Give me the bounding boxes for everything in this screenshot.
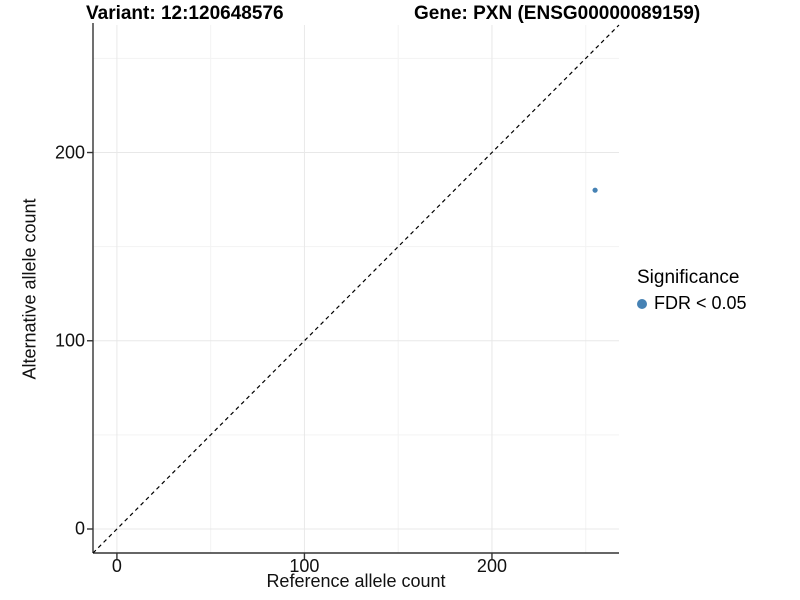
gene-title: Gene: PXN (ENSG00000089159) [414, 3, 701, 24]
variant-title: Variant: 12:120648576 [86, 3, 284, 24]
y-axis-title: Alternative allele count [19, 198, 40, 380]
legend-key-dot-icon [637, 298, 647, 309]
data-point [592, 187, 598, 193]
y-tick-label: 0 [74, 518, 85, 539]
y-tick-label: 100 [54, 330, 85, 351]
x-axis-title: Reference allele count [266, 571, 446, 591]
legend-item: FDR < 0.05 [637, 293, 747, 314]
x-tick-label: 200 [476, 556, 507, 576]
legend: Significance FDR < 0.05 [637, 267, 747, 314]
y-tick-label: 200 [54, 142, 85, 163]
legend-title: Significance [637, 267, 740, 288]
legend-item-label: FDR < 0.05 [654, 293, 747, 313]
x-tick-label: 100 [289, 556, 320, 576]
identity-line [92, 24, 620, 554]
x-tick-label: 0 [111, 556, 122, 576]
